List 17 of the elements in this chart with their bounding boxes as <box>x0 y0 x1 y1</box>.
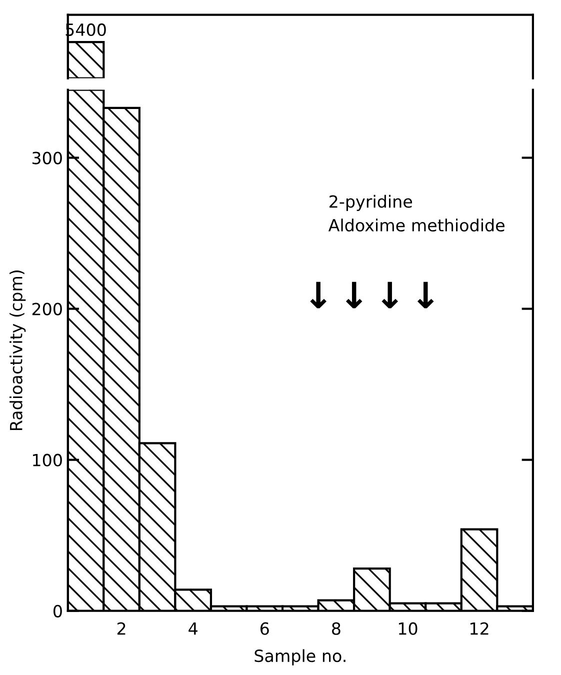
x-tick-label: 2 <box>117 622 126 635</box>
y-tick-label: 300 <box>32 152 62 164</box>
x-tick-label: 6 <box>260 622 269 635</box>
annotation: ↓ <box>346 282 362 308</box>
annotation: ↓ <box>417 282 434 308</box>
y-tick-label: 100 <box>33 454 62 466</box>
y-tick-label: 200 <box>32 302 62 316</box>
y-axis-title: Radioactivity (cpm) <box>10 270 26 430</box>
x-tick-label: 12 <box>470 622 488 635</box>
y-tick-label: 0 <box>54 604 62 618</box>
annotation: ↓ <box>310 282 326 308</box>
x-tick-label: 8 <box>332 622 340 635</box>
x-axis-title: Sample no. <box>254 649 346 666</box>
annotation: ↓ <box>382 282 398 308</box>
annotation: 2-pyridine Aldoxime methiodide <box>328 194 504 232</box>
x-tick-label: 4 <box>188 622 198 635</box>
x-tick-label: 10 <box>398 622 418 635</box>
